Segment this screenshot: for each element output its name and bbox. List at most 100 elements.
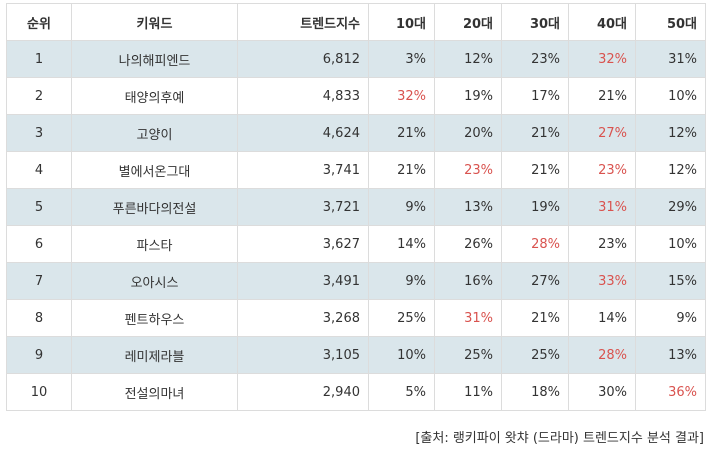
cell-age-10: 10%: [368, 336, 435, 374]
table-header-row: 순위 키워드 트렌드지수 10대 20대 30대 40대 50대: [6, 3, 706, 41]
cell-age-40: 21%: [568, 77, 636, 115]
cell-age-40: 23%: [568, 225, 636, 263]
cell-age-10: 14%: [368, 225, 435, 263]
cell-age-50: 10%: [635, 225, 706, 263]
cell-age-50: 12%: [635, 151, 706, 189]
cell-age-20: 16%: [434, 262, 502, 300]
cell-age-20: 26%: [434, 225, 502, 263]
table-row: 5 푸른바다의전설 3,721 9% 13% 19% 31% 29%: [6, 188, 706, 226]
table-row: 10 전설의마녀 2,940 5% 11% 18% 30% 36%: [6, 373, 706, 411]
cell-age-50: 13%: [635, 336, 706, 374]
table-row: 3 고양이 4,624 21% 20% 21% 27% 12%: [6, 114, 706, 152]
cell-age-40: 33%: [568, 262, 636, 300]
cell-trend-index: 3,721: [237, 188, 369, 226]
trend-index-table: 순위 키워드 트렌드지수 10대 20대 30대 40대 50대 1 나의해피엔드…: [6, 3, 706, 411]
cell-age-20: 12%: [434, 40, 502, 78]
cell-age-50: 29%: [635, 188, 706, 226]
cell-rank: 9: [6, 336, 72, 374]
cell-age-30: 19%: [501, 188, 569, 226]
cell-age-40: 31%: [568, 188, 636, 226]
cell-age-20: 11%: [434, 373, 502, 411]
cell-trend-index: 2,940: [237, 373, 369, 411]
cell-rank: 3: [6, 114, 72, 152]
cell-keyword: 레미제라블: [71, 336, 238, 374]
table-body: 1 나의해피엔드 6,812 3% 12% 23% 32% 31% 2 태양의후예 4,833 32%…: [6, 40, 706, 411]
cell-age-50: 36%: [635, 373, 706, 411]
cell-age-30: 21%: [501, 114, 569, 152]
cell-rank: 8: [6, 299, 72, 337]
cell-age-10: 25%: [368, 299, 435, 337]
cell-age-20: 25%: [434, 336, 502, 374]
cell-trend-index: 3,741: [237, 151, 369, 189]
cell-age-10: 21%: [368, 114, 435, 152]
cell-age-50: 12%: [635, 114, 706, 152]
cell-rank: 6: [6, 225, 72, 263]
cell-trend-index: 4,833: [237, 77, 369, 115]
cell-keyword: 전설의마녀: [71, 373, 238, 411]
cell-rank: 10: [6, 373, 72, 411]
cell-age-20: 13%: [434, 188, 502, 226]
header-age-50: 50대: [635, 3, 706, 41]
header-keyword: 키워드: [71, 3, 238, 41]
cell-rank: 5: [6, 188, 72, 226]
cell-keyword: 펜트하우스: [71, 299, 238, 337]
table-row: 6 파스타 3,627 14% 26% 28% 23% 10%: [6, 225, 706, 263]
cell-age-40: 27%: [568, 114, 636, 152]
cell-age-40: 32%: [568, 40, 636, 78]
table-row: 8 펜트하우스 3,268 25% 31% 21% 14% 9%: [6, 299, 706, 337]
cell-age-30: 21%: [501, 151, 569, 189]
cell-keyword: 나의해피엔드: [71, 40, 238, 78]
header-rank: 순위: [6, 3, 72, 41]
cell-rank: 1: [6, 40, 72, 78]
table-row: 2 태양의후예 4,833 32% 19% 17% 21% 10%: [6, 77, 706, 115]
cell-age-30: 23%: [501, 40, 569, 78]
cell-age-10: 21%: [368, 151, 435, 189]
cell-age-10: 5%: [368, 373, 435, 411]
cell-trend-index: 3,491: [237, 262, 369, 300]
cell-age-10: 3%: [368, 40, 435, 78]
cell-age-20: 23%: [434, 151, 502, 189]
cell-keyword: 파스타: [71, 225, 238, 263]
cell-age-20: 20%: [434, 114, 502, 152]
source-note: [출처: 랭키파이 왓챠 (드라마) 트렌드지수 분석 결과]: [415, 431, 704, 446]
cell-age-40: 14%: [568, 299, 636, 337]
table-row: 7 오아시스 3,491 9% 16% 27% 33% 15%: [6, 262, 706, 300]
cell-age-40: 28%: [568, 336, 636, 374]
cell-age-30: 28%: [501, 225, 569, 263]
cell-trend-index: 3,268: [237, 299, 369, 337]
cell-rank: 4: [6, 151, 72, 189]
cell-age-30: 17%: [501, 77, 569, 115]
cell-rank: 7: [6, 262, 72, 300]
cell-age-30: 21%: [501, 299, 569, 337]
cell-age-40: 30%: [568, 373, 636, 411]
cell-age-30: 25%: [501, 336, 569, 374]
header-trend-index: 트렌드지수: [237, 3, 369, 41]
cell-keyword: 고양이: [71, 114, 238, 152]
cell-age-30: 18%: [501, 373, 569, 411]
cell-keyword: 태양의후예: [71, 77, 238, 115]
cell-age-20: 31%: [434, 299, 502, 337]
header-age-40: 40대: [568, 3, 636, 41]
cell-trend-index: 4,624: [237, 114, 369, 152]
cell-rank: 2: [6, 77, 72, 115]
cell-age-50: 15%: [635, 262, 706, 300]
cell-age-50: 9%: [635, 299, 706, 337]
table-row: 4 별에서온그대 3,741 21% 23% 21% 23% 12%: [6, 151, 706, 189]
cell-trend-index: 3,105: [237, 336, 369, 374]
header-age-20: 20대: [434, 3, 502, 41]
cell-age-20: 19%: [434, 77, 502, 115]
cell-trend-index: 3,627: [237, 225, 369, 263]
header-age-30: 30대: [501, 3, 569, 41]
table-row: 1 나의해피엔드 6,812 3% 12% 23% 32% 31%: [6, 40, 706, 78]
cell-age-30: 27%: [501, 262, 569, 300]
cell-age-40: 23%: [568, 151, 636, 189]
cell-trend-index: 6,812: [237, 40, 369, 78]
cell-age-10: 9%: [368, 188, 435, 226]
header-age-10: 10대: [368, 3, 435, 41]
cell-age-10: 32%: [368, 77, 435, 115]
cell-keyword: 푸른바다의전설: [71, 188, 238, 226]
table-row: 9 레미제라블 3,105 10% 25% 25% 28% 13%: [6, 336, 706, 374]
cell-age-10: 9%: [368, 262, 435, 300]
cell-age-50: 31%: [635, 40, 706, 78]
